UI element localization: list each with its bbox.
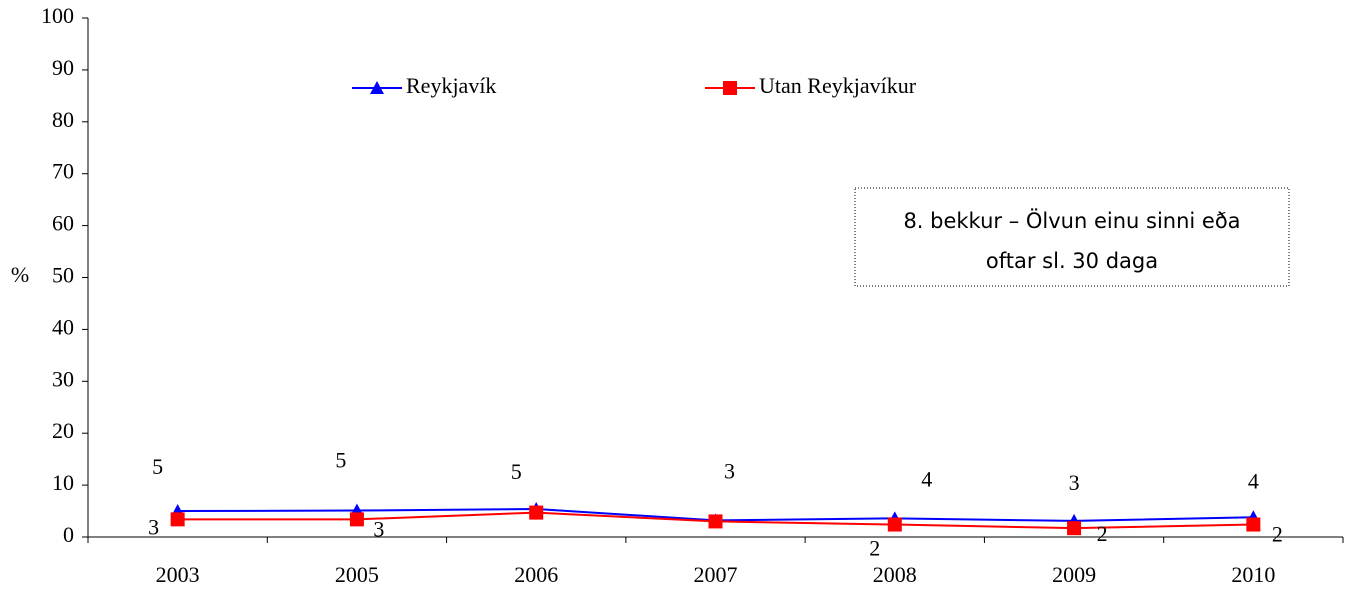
y-tick-label: 0 bbox=[63, 522, 74, 547]
y-tick-label: 50 bbox=[52, 263, 74, 288]
marker bbox=[529, 505, 544, 520]
y-tick-label: 70 bbox=[52, 159, 74, 184]
y-tick-label: 60 bbox=[52, 211, 74, 236]
x-tick-label: 2003 bbox=[156, 562, 200, 587]
data-label: 2 bbox=[1097, 521, 1108, 546]
y-tick-label: 100 bbox=[41, 3, 74, 28]
marker bbox=[708, 514, 723, 529]
x-tick-label: 2009 bbox=[1052, 562, 1096, 587]
data-label: 4 bbox=[921, 466, 932, 491]
annotation: oftar sl. 30 daga bbox=[986, 249, 1158, 273]
legend-marker bbox=[723, 81, 737, 95]
marker bbox=[887, 517, 902, 532]
data-label: 5 bbox=[152, 454, 163, 479]
x-tick-label: 2008 bbox=[873, 562, 917, 587]
legend-label: Utan Reykjavíkur bbox=[759, 73, 917, 98]
y-tick-label: 20 bbox=[52, 418, 74, 443]
data-label: 3 bbox=[724, 458, 735, 483]
marker bbox=[349, 512, 364, 527]
legend-marker bbox=[370, 81, 384, 94]
annotation-box bbox=[854, 187, 1290, 287]
marker bbox=[170, 512, 185, 527]
y-tick-label: 80 bbox=[52, 107, 74, 132]
data-label: 3 bbox=[1069, 470, 1080, 495]
x-tick-label: 2005 bbox=[335, 562, 379, 587]
y-tick-label: 10 bbox=[52, 470, 74, 495]
data-label: 2 bbox=[869, 536, 880, 561]
legend-label: Reykjavík bbox=[406, 73, 496, 98]
data-label: 2 bbox=[1272, 522, 1283, 547]
x-tick-label: 2007 bbox=[694, 562, 738, 587]
annotation: 8. bekkur – Ölvun einu sinni eða bbox=[903, 208, 1240, 233]
y-axis-label: % bbox=[11, 262, 29, 287]
x-tick-label: 2010 bbox=[1231, 562, 1275, 587]
y-tick-label: 90 bbox=[52, 55, 74, 80]
data-label: 3 bbox=[148, 514, 159, 539]
y-tick-label: 30 bbox=[52, 366, 74, 391]
data-label: 3 bbox=[373, 516, 384, 541]
y-tick-label: 40 bbox=[52, 314, 74, 339]
data-label: 5 bbox=[335, 448, 346, 473]
data-label: 5 bbox=[511, 459, 522, 484]
x-tick-label: 2006 bbox=[514, 562, 558, 587]
marker bbox=[1246, 517, 1261, 532]
data-label: 4 bbox=[1248, 468, 1259, 493]
marker bbox=[1067, 521, 1082, 536]
